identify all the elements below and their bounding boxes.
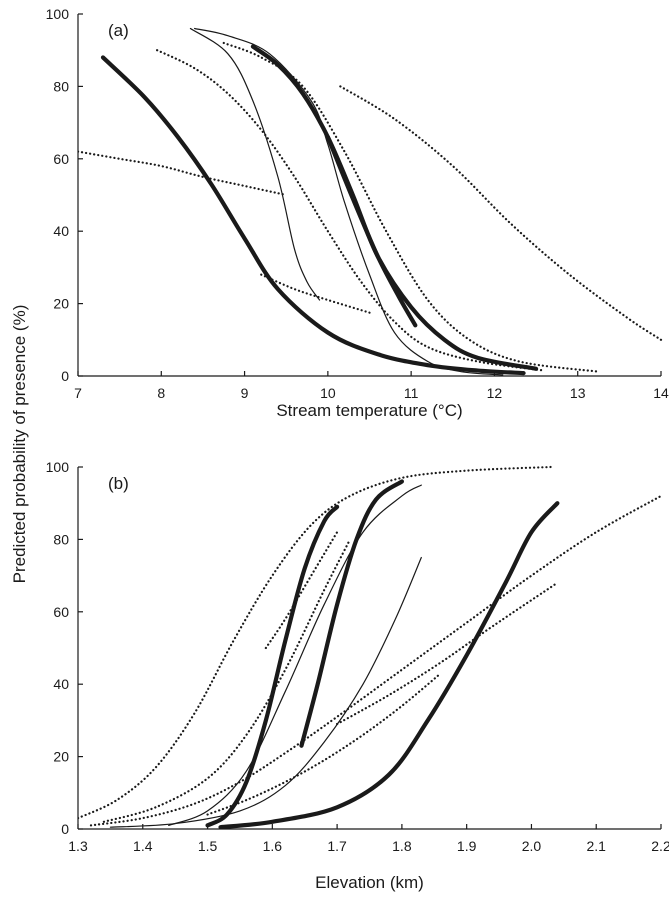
series-line-thick	[299, 479, 404, 748]
x-tick-label: 13	[570, 385, 586, 401]
series-line-thin	[168, 484, 422, 826]
series-line-dotted	[78, 150, 288, 197]
panel-b: 0 20 40 60 80 100 1.3 1.4 1.5 1.6 1.7 1.8 1.9 2.0 2.1 2…	[46, 459, 669, 892]
x-tick-label: 1.8	[392, 838, 412, 854]
x-tick-label: 2.1	[586, 838, 606, 854]
shared-y-axis-title: Predicted probability of presence (%)	[10, 305, 29, 584]
series-line-dotted	[156, 49, 546, 372]
series-line-thick	[218, 501, 560, 829]
x-tick-label: 11	[404, 385, 419, 401]
x-tick-label: 1.5	[198, 838, 218, 854]
series-line-dotted	[206, 672, 442, 816]
series-line-thin	[189, 27, 321, 301]
y-tick-label: 100	[46, 459, 70, 475]
series-line-dotted	[339, 85, 663, 341]
series-line-thin	[194, 27, 504, 376]
x-tick-label: 7	[74, 385, 82, 401]
x-tick-label: 14	[653, 385, 669, 401]
series-line-dotted	[222, 41, 600, 373]
x-tick-label: 1.9	[457, 838, 477, 854]
x-tick-label: 8	[157, 385, 165, 401]
series-line-dotted	[264, 531, 339, 650]
x-axis-title: Elevation (km)	[315, 873, 424, 892]
y-tick-label: 60	[53, 604, 69, 620]
x-tick-label: 2.2	[651, 838, 669, 854]
y-tick-label: 40	[53, 223, 69, 239]
y-tick-label: 100	[46, 6, 70, 22]
x-tick-label: 1.6	[263, 838, 283, 854]
series-line-dotted	[78, 465, 552, 820]
y-tick-label: 0	[61, 821, 69, 837]
x-tick-label: 1.7	[327, 838, 347, 854]
series-line-dotted	[102, 538, 352, 823]
series-line-dotted	[260, 273, 371, 314]
x-tick-label: 2.0	[522, 838, 542, 854]
x-tick-label: 1.4	[133, 838, 153, 854]
y-tick-label: 20	[53, 749, 69, 765]
x-tick-label: 1.3	[68, 838, 88, 854]
panel-label: (b)	[108, 474, 129, 493]
x-tick-label: 9	[241, 385, 249, 401]
y-tick-label: 60	[53, 151, 69, 167]
x-axis-title: Stream temperature (°C)	[276, 401, 462, 420]
series-line-dotted	[89, 494, 663, 827]
panel-a: 0 20 40 60 80 100 7 8 9 10 11 12 13 14 Stream temperat…	[46, 6, 669, 420]
series-line-thick	[205, 504, 340, 828]
series-line-thin	[109, 556, 422, 828]
series-line-dotted	[336, 581, 559, 726]
y-tick-label: 80	[53, 531, 69, 547]
y-tick-label: 20	[53, 296, 69, 312]
x-tick-label: 12	[487, 385, 503, 401]
y-tick-label: 40	[53, 676, 69, 692]
series-line-thick	[325, 134, 418, 328]
x-tick-label: 10	[320, 385, 336, 401]
y-tick-label: 0	[61, 368, 69, 384]
panel-label: (a)	[108, 21, 129, 40]
y-tick-label: 80	[53, 78, 69, 94]
